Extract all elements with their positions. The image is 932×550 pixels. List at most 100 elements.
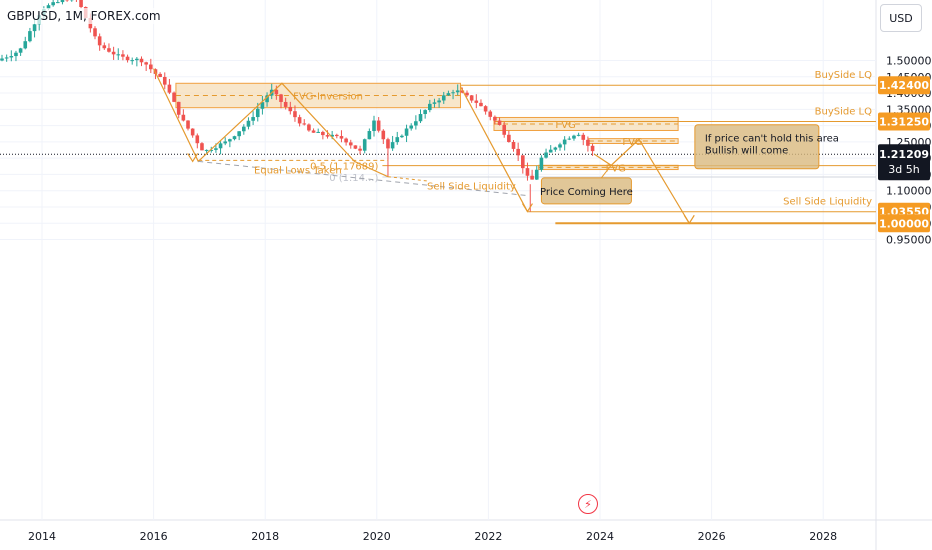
candle-body	[307, 124, 311, 131]
zone-label: FVG	[622, 137, 642, 148]
price-coming-label: Price Coming Here	[540, 187, 633, 198]
candle-body	[176, 101, 181, 115]
equal-lows-label: Equal Lows Taken	[254, 165, 342, 176]
candle-body	[242, 126, 246, 132]
candle-body	[418, 114, 423, 122]
candle-body	[404, 128, 409, 136]
candle-body	[246, 120, 251, 127]
candle-body	[488, 111, 493, 117]
candle-body	[446, 93, 451, 96]
y-tick-label: 0.95000	[886, 234, 932, 247]
candle-body	[186, 120, 190, 129]
candle-body	[521, 155, 525, 169]
price-coming-pointer	[601, 165, 612, 179]
hold-area-box	[694, 124, 820, 170]
candle-body	[395, 137, 400, 143]
candle-body	[260, 102, 265, 109]
price-tag	[878, 214, 930, 233]
candle-body	[525, 168, 530, 176]
candle-body	[502, 124, 507, 135]
candle-body	[125, 56, 130, 61]
arrowhead-icon	[683, 214, 695, 225]
candle-body	[135, 58, 139, 61]
current-price-label: 1.21209	[879, 148, 929, 161]
currency-button[interactable]: USD	[880, 4, 922, 32]
price-tag	[878, 112, 930, 131]
x-tick-label: 2022	[474, 530, 502, 543]
candle-body	[139, 58, 144, 63]
candle-body	[200, 143, 204, 151]
candle-body	[209, 149, 214, 151]
candle-body	[367, 131, 372, 140]
candle-body	[302, 123, 307, 125]
candle-body	[321, 131, 325, 136]
candle-body	[79, 0, 83, 8]
x-tick-label: 2026	[698, 530, 726, 543]
candle-body	[181, 114, 186, 121]
candle-body	[172, 92, 176, 102]
candle-body	[111, 51, 116, 55]
candle-body	[283, 101, 288, 107]
candle-body	[562, 139, 567, 145]
candle-body	[376, 120, 381, 131]
candle-body	[567, 138, 572, 140]
candle-body	[325, 135, 330, 137]
hold-area-line2: Bullish will come	[705, 146, 788, 157]
zone-label: FVG-Inversion	[293, 91, 363, 102]
candle-body	[353, 145, 358, 149]
countdown-label: 3d 5h	[888, 163, 919, 176]
candle-body	[14, 52, 18, 57]
candle-body	[339, 136, 344, 139]
candle-body	[465, 92, 469, 96]
candle-body	[455, 90, 460, 93]
fib-05-label: 0.5 (1.17689)	[310, 162, 378, 173]
candle-body	[516, 148, 520, 156]
x-tick-label: 2024	[586, 530, 614, 543]
candle-body	[390, 142, 395, 149]
candle-body	[409, 125, 414, 129]
candle-body	[4, 57, 9, 59]
candle-body	[60, 0, 65, 3]
candle-body	[586, 139, 590, 146]
price-tag-label: 1.00000	[879, 217, 929, 230]
zone-label: FVG	[555, 120, 575, 131]
candle-body	[116, 54, 121, 56]
candle-body	[251, 117, 255, 121]
candle-body	[288, 106, 293, 112]
candle-body	[204, 149, 209, 151]
candle-body	[576, 134, 581, 136]
candle-body	[97, 36, 102, 46]
candle-body	[372, 120, 376, 132]
candle-body	[46, 5, 51, 9]
candle-body	[167, 84, 172, 93]
sell-side-label: Sell Side Liquidity	[427, 182, 516, 193]
candle-body	[335, 134, 339, 137]
candle-body	[158, 73, 162, 77]
lightning-icon[interactable]: ⚡	[578, 494, 598, 514]
candle-body	[558, 144, 562, 148]
candle-body	[581, 134, 586, 140]
candle-body	[344, 138, 348, 143]
time-axis[interactable]: 2014 2016 2018 2020 2022 2024 2026 2028	[28, 530, 837, 543]
candle-body	[274, 89, 279, 95]
level-label: BuySide LQ	[815, 70, 872, 81]
price-tag	[878, 76, 930, 95]
price-tag-label: 1.31250	[879, 116, 929, 129]
level-label: BuySide LQ	[815, 107, 872, 118]
symbol-title[interactable]: GBPUSD, 1M, FOREX.com	[4, 8, 164, 24]
x-tick-label: 2028	[809, 530, 837, 543]
candle-body	[358, 148, 362, 151]
sell-side-dash	[387, 176, 428, 182]
candle-body	[553, 147, 558, 150]
y-tick-label: 1.10000	[886, 185, 932, 198]
candle-body	[228, 139, 232, 142]
fib-0-label: 0 (1.14...)	[329, 173, 378, 184]
candle-body	[279, 94, 283, 102]
candle-body	[23, 41, 28, 49]
candle-body	[437, 100, 441, 103]
trend-path-2	[459, 86, 528, 212]
candle-body	[451, 92, 455, 94]
